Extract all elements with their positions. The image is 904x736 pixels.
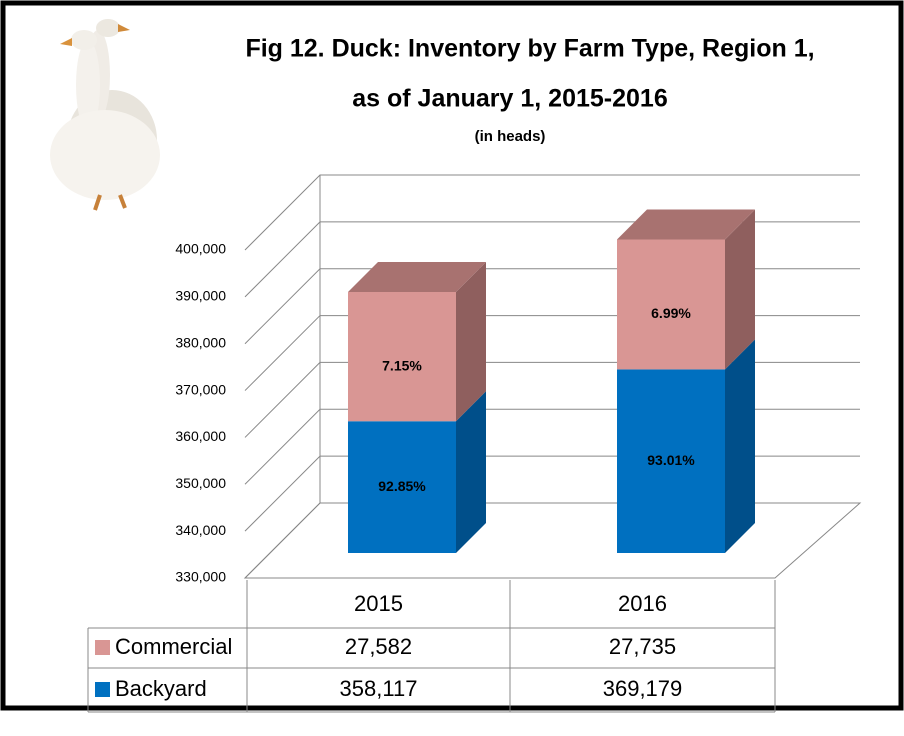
chart-title: Fig 12. Duck: Inventory by Farm Type, Re… bbox=[245, 35, 814, 63]
y-tick-label: 400,000 bbox=[175, 241, 226, 257]
y-tick-label: 330,000 bbox=[175, 569, 226, 585]
bar-side bbox=[456, 391, 486, 553]
y-tick-label: 340,000 bbox=[175, 522, 226, 538]
y-tick-label: 370,000 bbox=[175, 381, 226, 397]
legend-swatch bbox=[95, 682, 110, 697]
bar-front bbox=[617, 369, 725, 553]
data-label: 6.99% bbox=[651, 305, 691, 321]
chart-title: as of January 1, 2015-2016 bbox=[352, 85, 667, 113]
table-value: 27,735 bbox=[609, 634, 676, 659]
bar-front bbox=[617, 239, 725, 370]
chart-subtitle: (in heads) bbox=[475, 128, 546, 145]
bar-side bbox=[456, 262, 486, 422]
x-tick-label: 2016 bbox=[618, 591, 667, 616]
bar-side bbox=[725, 339, 755, 553]
data-label: 7.15% bbox=[382, 357, 422, 373]
table-value: 358,117 bbox=[340, 676, 418, 701]
data-label: 92.85% bbox=[378, 478, 426, 494]
table-value: 27,582 bbox=[345, 634, 412, 659]
y-tick-label: 380,000 bbox=[175, 334, 226, 350]
bar-front bbox=[348, 292, 456, 422]
table-value: 369,179 bbox=[603, 676, 683, 701]
bar-front bbox=[348, 421, 456, 553]
goose-illustration bbox=[50, 19, 160, 211]
legend-label: Commercial bbox=[115, 634, 232, 659]
bar-side bbox=[725, 209, 755, 370]
y-tick-label: 390,000 bbox=[175, 288, 226, 304]
grid-line bbox=[244, 174, 860, 251]
bar-top bbox=[617, 209, 755, 240]
legend-swatch bbox=[95, 640, 110, 655]
y-tick-label: 360,000 bbox=[175, 428, 226, 444]
bar-top bbox=[348, 262, 486, 293]
data-label: 93.01% bbox=[647, 452, 695, 468]
y-tick-label: 350,000 bbox=[175, 475, 226, 491]
table-grid bbox=[87, 580, 776, 713]
legend-label: Backyard bbox=[115, 676, 207, 701]
x-tick-label: 2015 bbox=[354, 591, 403, 616]
